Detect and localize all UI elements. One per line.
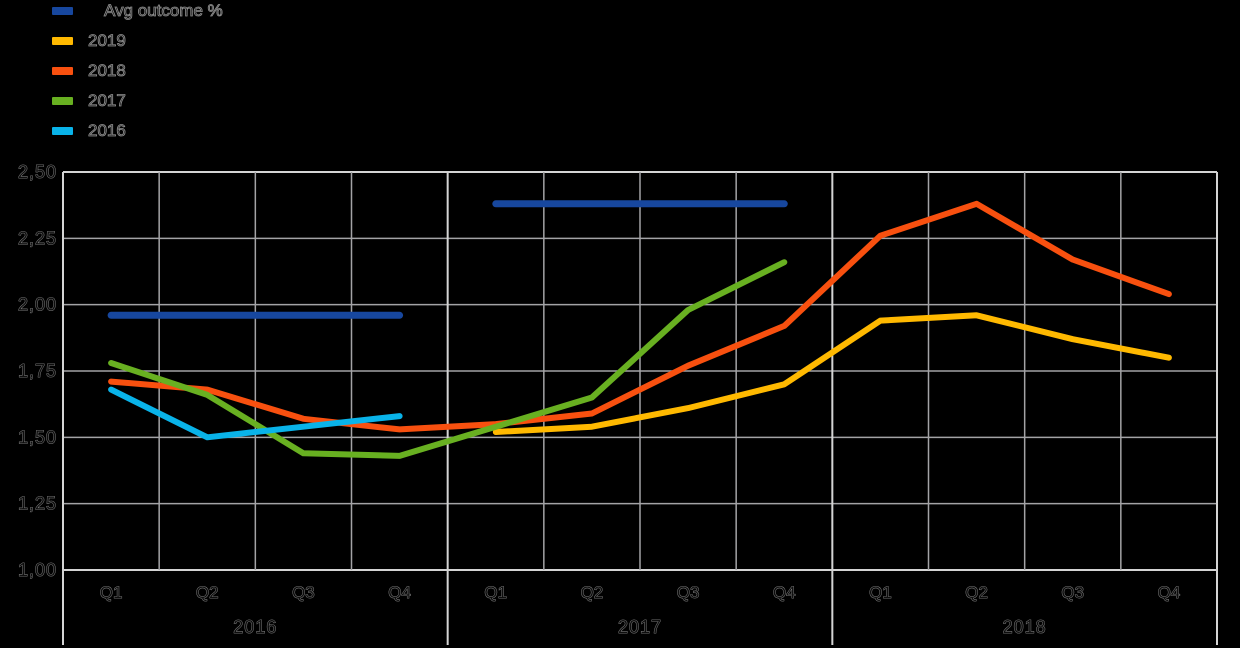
legend-label-2019: 2019 — [88, 31, 127, 51]
x-tick-label: Q1 — [100, 583, 123, 602]
series-line-2016 — [108, 386, 403, 441]
x-tick-label: Q1 — [484, 583, 507, 602]
y-tick-label: 1,00 — [18, 560, 57, 580]
y-tick-label: 1,75 — [18, 361, 57, 381]
series-line-2019 — [492, 312, 1172, 435]
y-tick-label: 1,50 — [18, 427, 57, 447]
x-tick-label: Q2 — [965, 583, 988, 602]
legend-swatch-2019 — [52, 37, 73, 45]
x-tick-label: Q4 — [388, 583, 411, 602]
legend-item-2019: 2019 — [52, 26, 223, 56]
legend-item-2017: 2017 — [52, 86, 223, 116]
legend-item-avg-outcome: Avg outcome % — [52, 0, 223, 26]
x-tick-label: Q4 — [773, 583, 796, 602]
series-line-2017 — [108, 259, 788, 459]
axis-labels: 2,50 2,25 2,00 1,75 1,50 1,25 1,00 Q1 Q2 Q3 Q4 2016… — [18, 162, 1181, 638]
legend-swatch-2018 — [52, 67, 73, 75]
x-tick-label: Q3 — [292, 583, 315, 602]
legend-swatch-2017 — [52, 97, 73, 105]
legend-label-2017: 2017 — [88, 91, 127, 111]
y-tick-label: 2,00 — [18, 295, 57, 315]
x-tick-label: Q3 — [1061, 583, 1084, 602]
x-group-label: 2017 — [618, 617, 662, 637]
gridlines — [62, 171, 1218, 645]
legend-swatch-2016 — [52, 127, 73, 135]
legend-item-2016: 2016 — [52, 116, 223, 146]
series-lines — [107, 200, 1172, 459]
legend-label-2018: 2018 — [88, 61, 127, 81]
legend-label-2016: 2016 — [88, 121, 127, 141]
x-group-label: 2018 — [1003, 617, 1047, 637]
x-tick-label: Q4 — [1158, 583, 1181, 602]
x-group-label: 2016 — [233, 617, 277, 637]
y-tick-label: 1,25 — [18, 494, 57, 514]
x-tick-label: Q1 — [869, 583, 892, 602]
chart-legend: Avg outcome % 2019 2018 2017 2016 — [52, 0, 223, 146]
series-line-2018 — [108, 200, 1172, 433]
y-tick-label: 2,50 — [18, 162, 57, 182]
legend-swatch-avg-outcome — [52, 7, 73, 15]
x-tick-label: Q3 — [677, 583, 700, 602]
legend-item-2018: 2018 — [52, 56, 223, 86]
x-tick-label: Q2 — [196, 583, 219, 602]
legend-label-avg-outcome: Avg outcome % — [104, 1, 224, 21]
x-tick-label: Q2 — [581, 583, 604, 602]
y-tick-label: 2,25 — [18, 228, 57, 248]
